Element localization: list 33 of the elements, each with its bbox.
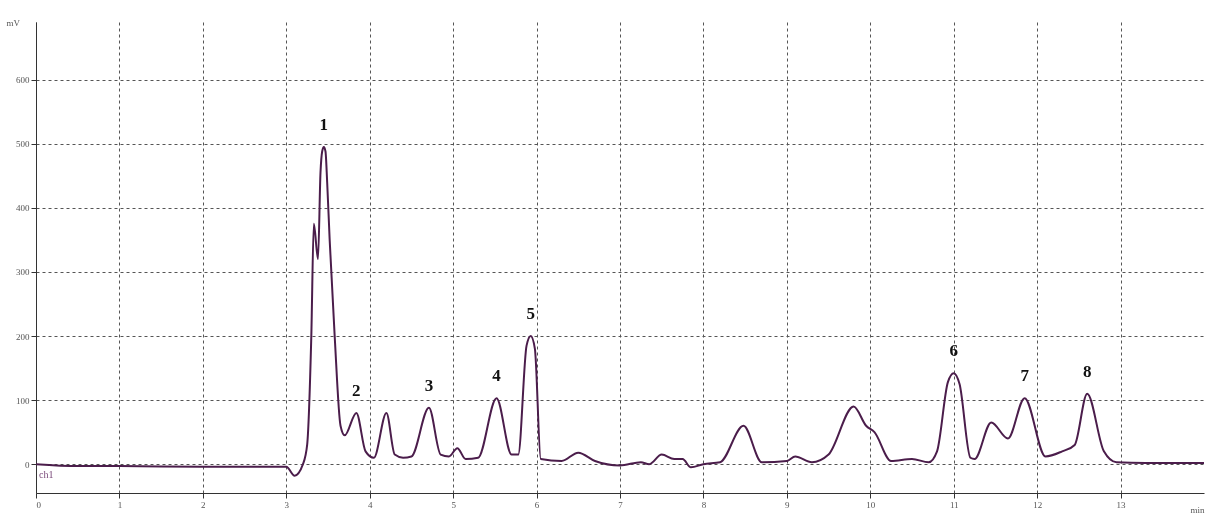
x-tick-label: 12 — [1033, 499, 1043, 510]
y-tick-label: 400 — [16, 203, 30, 214]
annotation: 5 — [526, 304, 535, 323]
x-tick-label: 3 — [284, 499, 290, 510]
y-tick-label: 0 — [25, 459, 30, 470]
x-tick-label: 2 — [201, 499, 206, 510]
x-axis-title: min — [1190, 504, 1205, 515]
annotation: 6 — [949, 341, 958, 361]
annotation: 3 — [424, 375, 434, 395]
annotation: 2 — [352, 380, 361, 400]
x-tick-label: 13 — [1116, 499, 1127, 510]
x-tick-label: 10 — [866, 499, 876, 510]
x-tick-label: 7 — [618, 499, 624, 510]
y-tick-label: 600 — [16, 75, 30, 86]
line-series — [36, 145, 1204, 477]
annotation: 1 — [319, 114, 329, 134]
y-axis-title: mV — [6, 17, 21, 28]
x-tick-label: 8 — [701, 499, 707, 510]
x-tick-label: 5 — [451, 499, 457, 510]
x-tick-label: 6 — [534, 499, 540, 510]
x-tick-label: 4 — [367, 499, 373, 510]
x-tick-label: 1 — [117, 499, 123, 510]
annotation: 4 — [492, 366, 502, 386]
y-tick-label: 500 — [16, 139, 30, 150]
y-tick-label: 200 — [16, 331, 30, 342]
y-tick-label: 300 — [16, 267, 30, 278]
x-tick-label: 9 — [785, 499, 791, 510]
annotation: 8 — [1082, 361, 1092, 381]
x-tick-label: 11 — [949, 499, 959, 510]
annotation: ch1 — [39, 469, 54, 480]
y-tick-label: 100 — [16, 395, 30, 406]
annotation: 7 — [1020, 366, 1030, 386]
x-tick-label: 0 — [36, 499, 42, 510]
